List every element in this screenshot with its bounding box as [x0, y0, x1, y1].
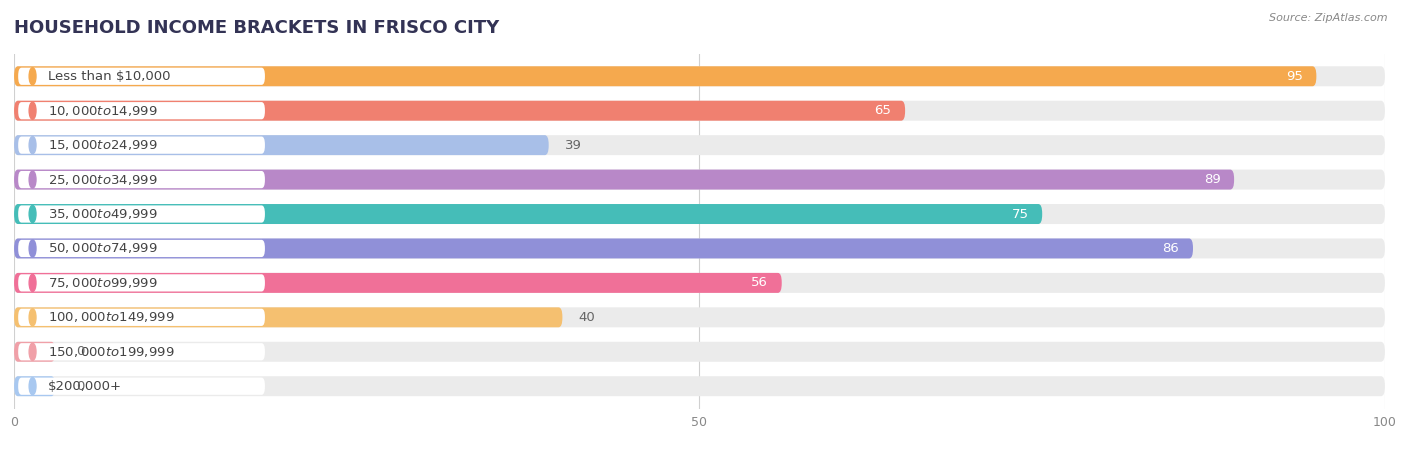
- FancyBboxPatch shape: [14, 101, 905, 121]
- FancyBboxPatch shape: [14, 135, 1385, 155]
- Circle shape: [30, 205, 37, 223]
- FancyBboxPatch shape: [14, 238, 1385, 259]
- Circle shape: [30, 171, 37, 188]
- Text: $15,000 to $24,999: $15,000 to $24,999: [48, 138, 157, 152]
- FancyBboxPatch shape: [18, 68, 264, 85]
- FancyBboxPatch shape: [18, 378, 264, 395]
- Text: $75,000 to $99,999: $75,000 to $99,999: [48, 276, 157, 290]
- Text: 65: 65: [875, 104, 891, 117]
- FancyBboxPatch shape: [14, 66, 1316, 86]
- Text: 75: 75: [1011, 207, 1029, 220]
- Text: Source: ZipAtlas.com: Source: ZipAtlas.com: [1270, 13, 1388, 23]
- Circle shape: [30, 309, 37, 326]
- FancyBboxPatch shape: [14, 238, 1192, 259]
- FancyBboxPatch shape: [18, 102, 264, 119]
- Circle shape: [30, 343, 37, 361]
- Text: $10,000 to $14,999: $10,000 to $14,999: [48, 104, 157, 118]
- Text: 89: 89: [1204, 173, 1220, 186]
- Text: $35,000 to $49,999: $35,000 to $49,999: [48, 207, 157, 221]
- FancyBboxPatch shape: [14, 376, 55, 396]
- Text: $50,000 to $74,999: $50,000 to $74,999: [48, 242, 157, 255]
- Text: 0: 0: [76, 345, 84, 358]
- Circle shape: [30, 68, 37, 85]
- FancyBboxPatch shape: [14, 204, 1385, 224]
- Circle shape: [30, 240, 37, 257]
- FancyBboxPatch shape: [14, 273, 782, 293]
- FancyBboxPatch shape: [14, 170, 1385, 189]
- Circle shape: [30, 136, 37, 154]
- FancyBboxPatch shape: [18, 171, 264, 188]
- FancyBboxPatch shape: [14, 170, 1234, 189]
- Circle shape: [30, 378, 37, 395]
- FancyBboxPatch shape: [18, 240, 264, 257]
- Text: 39: 39: [565, 139, 582, 152]
- FancyBboxPatch shape: [14, 342, 1385, 362]
- Text: $200,000+: $200,000+: [48, 380, 122, 393]
- FancyBboxPatch shape: [14, 101, 1385, 121]
- FancyBboxPatch shape: [18, 309, 264, 326]
- FancyBboxPatch shape: [18, 274, 264, 291]
- Text: HOUSEHOLD INCOME BRACKETS IN FRISCO CITY: HOUSEHOLD INCOME BRACKETS IN FRISCO CITY: [14, 19, 499, 37]
- FancyBboxPatch shape: [14, 376, 1385, 396]
- Text: 56: 56: [751, 277, 768, 290]
- FancyBboxPatch shape: [14, 308, 562, 327]
- Circle shape: [30, 102, 37, 119]
- FancyBboxPatch shape: [14, 204, 1042, 224]
- Text: $25,000 to $34,999: $25,000 to $34,999: [48, 172, 157, 187]
- FancyBboxPatch shape: [18, 205, 264, 223]
- Text: 86: 86: [1163, 242, 1180, 255]
- FancyBboxPatch shape: [18, 136, 264, 154]
- Text: $100,000 to $149,999: $100,000 to $149,999: [48, 310, 174, 324]
- Text: 40: 40: [579, 311, 596, 324]
- Text: 95: 95: [1285, 70, 1303, 83]
- Text: $150,000 to $199,999: $150,000 to $199,999: [48, 345, 174, 359]
- FancyBboxPatch shape: [18, 343, 264, 361]
- Text: Less than $10,000: Less than $10,000: [48, 70, 172, 83]
- FancyBboxPatch shape: [14, 66, 1385, 86]
- FancyBboxPatch shape: [14, 273, 1385, 293]
- FancyBboxPatch shape: [14, 308, 1385, 327]
- FancyBboxPatch shape: [14, 135, 548, 155]
- Circle shape: [30, 274, 37, 291]
- FancyBboxPatch shape: [14, 342, 55, 362]
- Text: 0: 0: [76, 380, 84, 393]
